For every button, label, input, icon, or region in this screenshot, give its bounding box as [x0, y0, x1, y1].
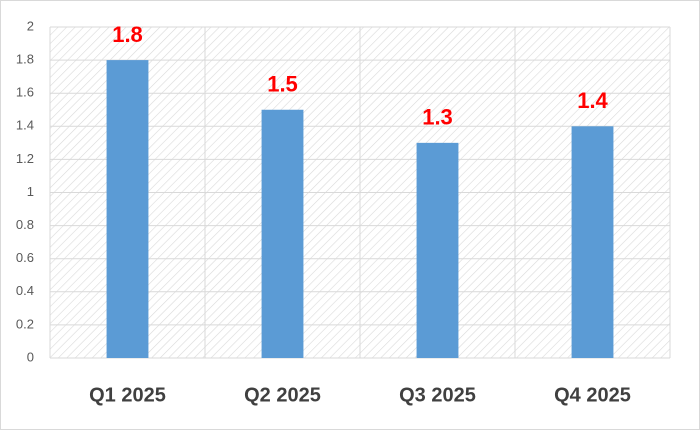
y-tick-label: 1.2 — [16, 151, 34, 166]
y-tick-label: 0.6 — [16, 250, 34, 265]
y-tick-label: 1.4 — [16, 118, 34, 133]
y-tick-label: 0.2 — [16, 316, 34, 331]
y-tick-label: 2 — [27, 18, 34, 33]
bar — [571, 126, 614, 358]
x-tick-label: Q2 2025 — [244, 384, 321, 406]
data-label: 1.3 — [422, 105, 453, 130]
x-tick-label: Q1 2025 — [89, 384, 166, 406]
y-tick-label: 0 — [27, 349, 34, 364]
data-label: 1.4 — [577, 88, 608, 113]
y-tick-label: 0.4 — [16, 283, 34, 298]
y-tick-label: 1.8 — [16, 52, 34, 67]
bar — [416, 142, 459, 358]
x-tick-label: Q4 2025 — [554, 384, 631, 406]
x-tick-label: Q3 2025 — [399, 384, 476, 406]
bar — [106, 60, 149, 358]
y-tick-label: 1 — [27, 184, 34, 199]
y-tick-label: 1.6 — [16, 85, 34, 100]
data-label: 1.8 — [112, 22, 143, 47]
y-tick-label: 0.8 — [16, 217, 34, 232]
data-label: 1.5 — [267, 72, 298, 97]
bar — [261, 109, 304, 358]
